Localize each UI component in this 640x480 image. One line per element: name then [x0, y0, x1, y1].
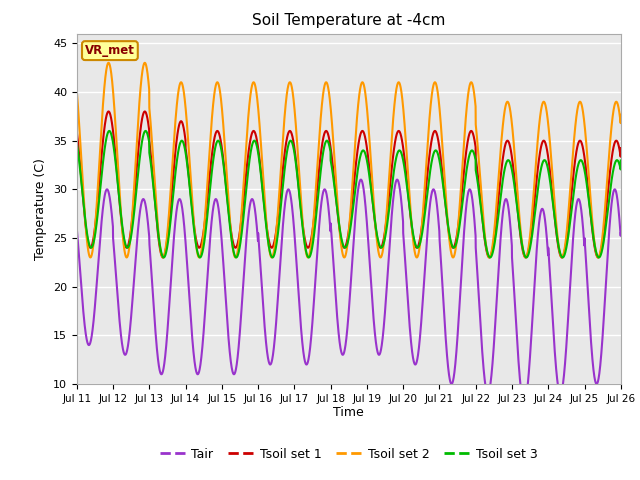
Tsoil set 2 — [138, 73, 146, 79]
Tsoil set 3 — [106, 128, 113, 134]
Tair — [617, 230, 625, 236]
Tsoil set 3 — [617, 157, 625, 163]
Tsoil set 2 — [108, 72, 115, 77]
Tsoil set 2 — [243, 142, 250, 148]
Tair — [493, 291, 501, 297]
Tsoil set 1 — [617, 145, 625, 151]
Tsoil set 1 — [243, 170, 250, 176]
Tsoil set 1 — [108, 116, 115, 122]
Tair — [73, 226, 81, 231]
Tsoil set 1 — [493, 208, 501, 214]
Tair — [138, 197, 146, 203]
Tsoil set 3 — [73, 140, 81, 146]
Y-axis label: Temperature (C): Temperature (C) — [35, 158, 47, 260]
Text: VR_met: VR_met — [85, 44, 135, 57]
Line: Tair: Tair — [77, 180, 621, 404]
Legend: Tair, Tsoil set 1, Tsoil set 2, Tsoil set 3: Tair, Tsoil set 1, Tsoil set 2, Tsoil se… — [155, 443, 543, 466]
Tsoil set 1 — [138, 119, 145, 124]
Tsoil set 2 — [139, 67, 147, 73]
Tsoil set 3 — [160, 254, 168, 260]
Title: Soil Temperature at -4cm: Soil Temperature at -4cm — [252, 13, 445, 28]
Line: Tsoil set 3: Tsoil set 3 — [77, 131, 621, 257]
Line: Tsoil set 1: Tsoil set 1 — [77, 111, 621, 257]
Tsoil set 3 — [449, 244, 457, 250]
Tair — [520, 401, 528, 407]
Tsoil set 2 — [86, 254, 94, 260]
Tsoil set 2 — [105, 60, 113, 66]
Tsoil set 1 — [449, 245, 457, 251]
Tsoil set 3 — [138, 137, 146, 143]
Tsoil set 2 — [493, 193, 501, 199]
Tsoil set 3 — [138, 141, 145, 147]
Line: Tsoil set 2: Tsoil set 2 — [77, 63, 621, 257]
Tsoil set 2 — [73, 88, 81, 94]
Tsoil set 2 — [449, 254, 457, 260]
Tair — [108, 205, 115, 211]
Tsoil set 3 — [243, 187, 250, 193]
Tsoil set 2 — [617, 112, 625, 118]
Tsoil set 1 — [138, 114, 146, 120]
Tair — [138, 200, 145, 206]
Tair — [242, 242, 250, 248]
Tsoil set 1 — [159, 254, 167, 260]
Tair — [449, 379, 456, 385]
Tsoil set 3 — [108, 132, 115, 137]
X-axis label: Time: Time — [333, 407, 364, 420]
Tair — [357, 177, 365, 182]
Tsoil set 1 — [73, 129, 81, 134]
Tsoil set 3 — [493, 222, 501, 228]
Tsoil set 1 — [105, 108, 113, 114]
